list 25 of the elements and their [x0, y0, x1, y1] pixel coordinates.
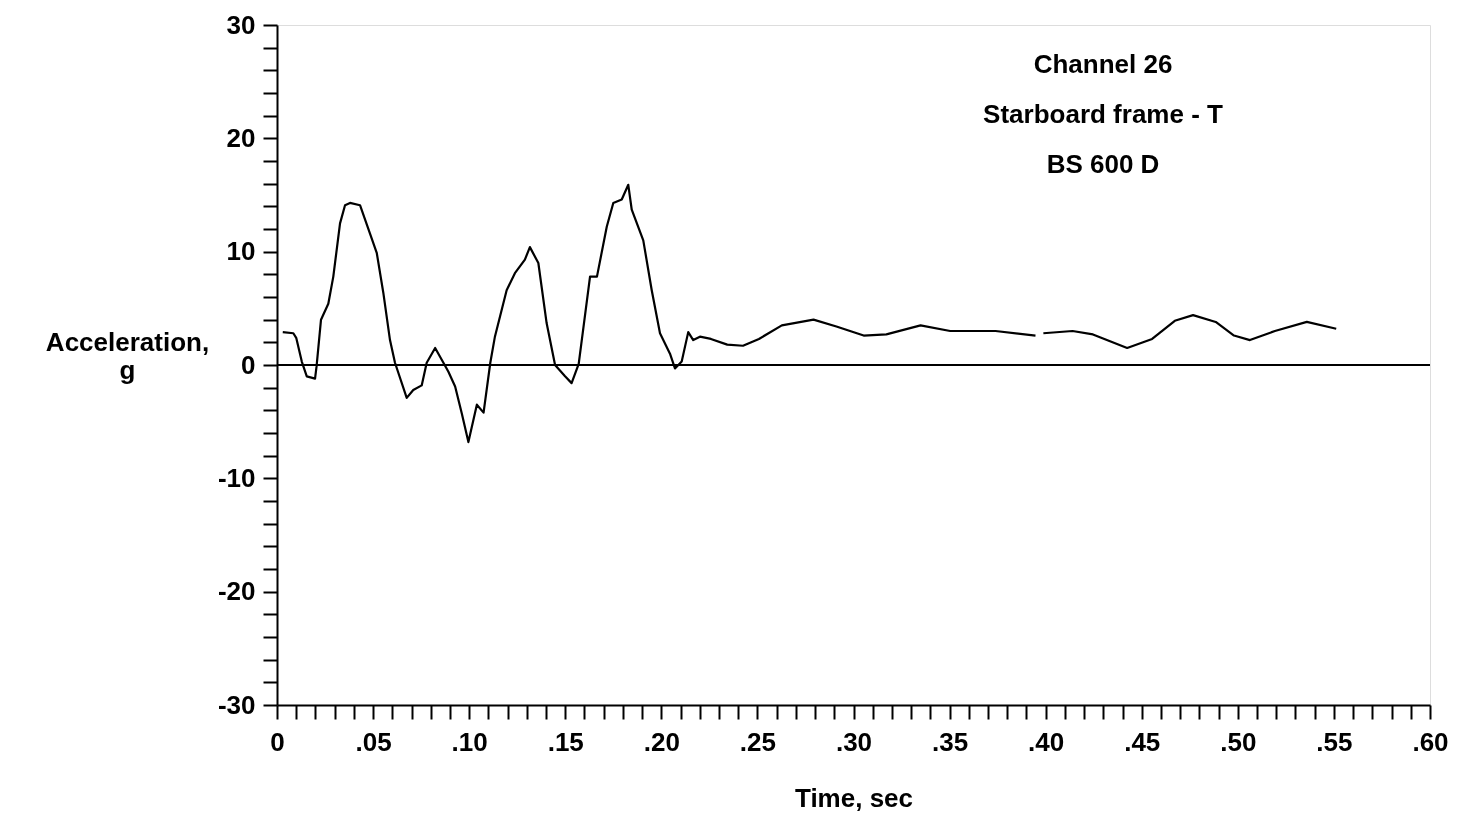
- x-tick-label: .45: [1124, 726, 1161, 757]
- y-tick-label: -10: [217, 462, 256, 493]
- annotation: BS 600 D: [1046, 149, 1160, 179]
- x-tick-label: .30: [835, 726, 873, 757]
- x-tick-label: .20: [643, 726, 680, 757]
- y-tick-label: 30: [226, 9, 256, 40]
- x-tick-label: .40: [1028, 726, 1065, 757]
- x-tick-label: .10: [451, 726, 488, 757]
- y-tick-label: 0: [241, 349, 256, 380]
- annotation: Starboard frame - T: [983, 99, 1224, 129]
- x-tick-label: .15: [547, 726, 584, 757]
- y-tick-label: 20: [226, 122, 256, 153]
- y-axis-title: Acceleration, g: [45, 326, 210, 385]
- annotation: Channel 26: [1033, 49, 1173, 79]
- x-tick-label: 0: [270, 726, 285, 757]
- y-tick-label: 10: [226, 236, 256, 267]
- x-tick-label: .05: [355, 726, 392, 757]
- x-tick-label: .55: [1316, 726, 1353, 757]
- x-tick-label: .35: [932, 726, 969, 757]
- x-tick-label: .50: [1220, 726, 1257, 757]
- x-tick-label: .25: [739, 726, 776, 757]
- x-axis-title: Time, sec: [794, 782, 914, 813]
- x-tick-label: .60: [1412, 726, 1449, 757]
- y-tick-label: -20: [217, 576, 256, 607]
- y-tick-label: -30: [217, 689, 256, 720]
